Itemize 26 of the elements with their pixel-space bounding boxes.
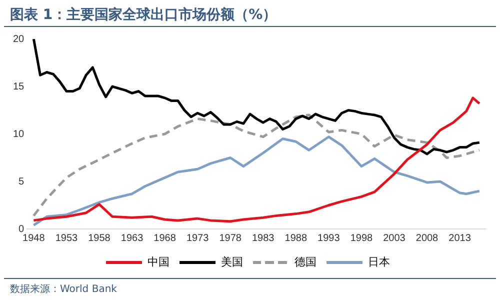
x-tick-label: 1973 — [186, 232, 210, 244]
x-tick-label: 2003 — [383, 232, 406, 244]
legend-label: 日本 — [368, 256, 390, 269]
line-series — [32, 114, 481, 217]
x-tick-label: 1983 — [252, 232, 275, 244]
chart-title: 图表 1：主要国家全球出口市场份额（%） — [10, 6, 277, 24]
x-tick-label: 1978 — [219, 232, 242, 244]
legend-label: 美国 — [221, 256, 243, 269]
x-tick-label: 1988 — [284, 232, 308, 244]
x-tick-label: 1948 — [22, 232, 46, 244]
source-note: 数据来源：World Bank — [10, 282, 117, 296]
legend-label: 中国 — [148, 256, 170, 269]
legend-label: 德国 — [294, 256, 316, 269]
x-tick-label: 1958 — [88, 232, 111, 244]
y-tick-label: 0 — [18, 224, 25, 235]
x-tick-label: 1998 — [350, 232, 374, 244]
y-tick-label: 5 — [18, 176, 25, 188]
x-tick-label: 2013 — [448, 232, 472, 244]
y-tick-label: 15 — [13, 81, 25, 92]
x-tick-label: 1968 — [154, 232, 176, 244]
y-tick-label: 20 — [13, 34, 25, 45]
x-tick-label: 1993 — [318, 232, 340, 244]
x-tick-label: 1953 — [55, 232, 78, 244]
x-tick-label: 2008 — [416, 232, 439, 244]
y-tick-label: 10 — [13, 128, 25, 140]
x-tick-label: 1963 — [120, 232, 144, 244]
